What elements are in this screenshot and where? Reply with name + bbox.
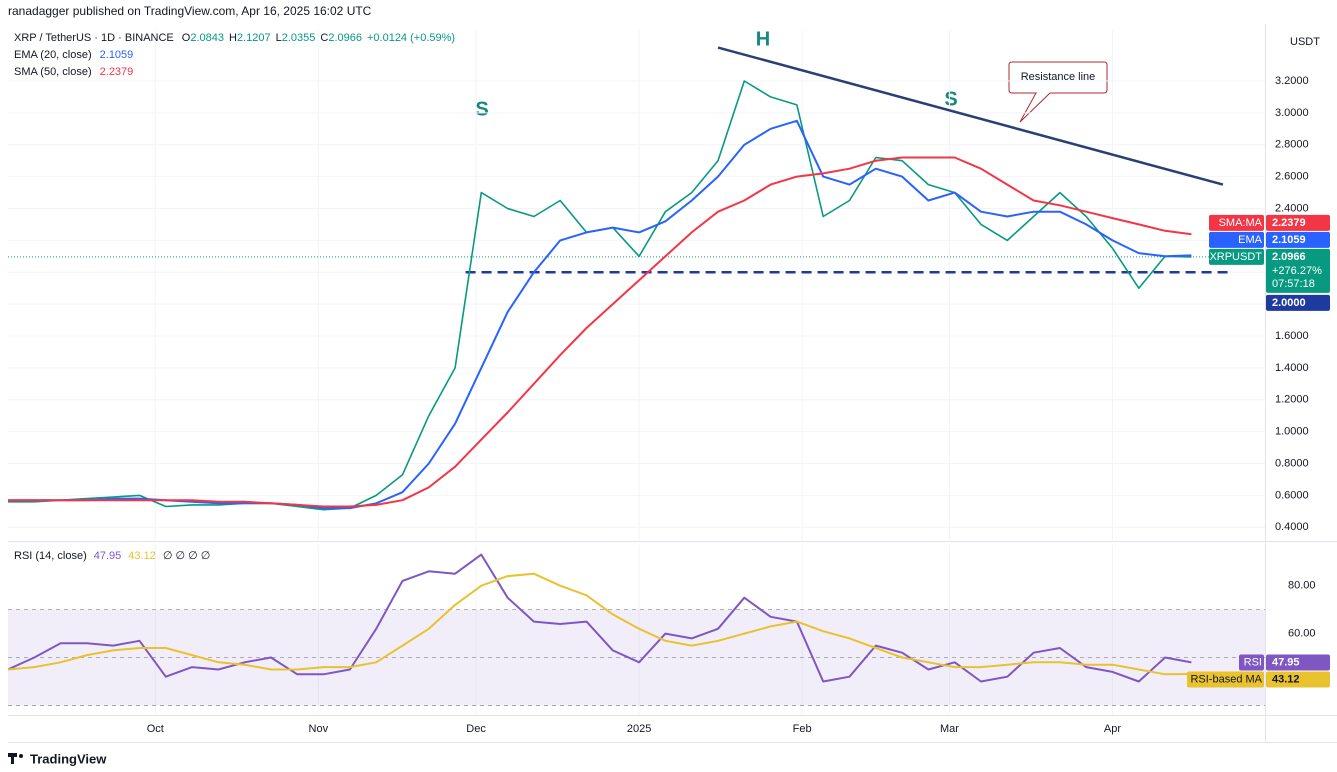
rsi-band: [8, 609, 1265, 706]
y-tick-label: 0.6000: [1275, 489, 1309, 501]
countdown: 07:57:18: [1272, 278, 1315, 290]
y-tick-label: 2.6000: [1275, 171, 1309, 183]
rsi-value-text: 47.95: [1272, 656, 1300, 668]
pattern-label: S: [944, 88, 957, 110]
ohlc-value: 2.0843: [190, 32, 224, 44]
legend-name: EMA (20, close): [14, 49, 92, 61]
ohlc-value: 2.0355: [282, 32, 316, 44]
rsi-value-box: [1266, 654, 1330, 671]
pattern-label: H: [756, 28, 770, 50]
y-tick-label: 80.00: [1288, 580, 1316, 592]
x-tick-label: Mar: [940, 723, 959, 735]
y-tick-label: 0.4000: [1275, 521, 1309, 533]
rsi-value-text: 43.12: [1272, 673, 1300, 685]
series-line: [8, 553, 1192, 683]
y-tick-label: 2.8000: [1275, 139, 1309, 151]
rsi-tag-text: RSI-based MA: [1190, 673, 1262, 685]
ohlc-label: H: [229, 32, 237, 44]
x-tick-label: Nov: [309, 723, 329, 735]
y-tick-label: 1.4000: [1275, 362, 1309, 374]
symbol-tag-text: XRPUSDT: [1209, 251, 1262, 263]
change-pct: +276.27%: [1272, 265, 1322, 277]
rsi-tag-text: RSI: [1244, 656, 1262, 668]
legend-line: RSI (14, close) 47.95 43.12 ∅ ∅ ∅ ∅: [14, 550, 210, 562]
sma-tag-box: [1209, 214, 1264, 231]
logo-mark: [19, 754, 23, 758]
legend-name: SMA (50, close): [14, 66, 92, 78]
ema-value-text: 2.1059: [1272, 234, 1306, 246]
y-tick-label: 3.0000: [1275, 107, 1309, 119]
rsi-value-box: [1266, 671, 1330, 688]
symbol-tag-box: [1209, 248, 1264, 265]
legend-line: SMA (50, close) 2.2379: [14, 66, 133, 78]
legend-value: 47.95: [94, 550, 122, 562]
price-change: +0.0124 (+0.59%): [367, 32, 455, 44]
legend-name: RSI (14, close): [14, 550, 87, 562]
series-line: [8, 572, 1192, 676]
y-tick-label: 2.4000: [1275, 202, 1309, 214]
ohlc-value: 2.0966: [328, 32, 362, 44]
ohlc-label: C: [320, 32, 328, 44]
y-tick-label: 3.2000: [1275, 75, 1309, 87]
sma-tag-text: SMA:MA: [1219, 217, 1263, 229]
series-line: [8, 156, 1192, 508]
x-tick-label: Oct: [147, 723, 164, 735]
y-tick-label: 1.0000: [1275, 426, 1309, 438]
symbol-value-box: [1266, 248, 1330, 293]
y-tick-label: 60.00: [1288, 627, 1316, 639]
logo-mark: [11, 757, 14, 764]
pattern-label: S: [475, 98, 488, 120]
legend-value: 2.1059: [100, 49, 134, 61]
ema-tag-box: [1209, 231, 1264, 248]
legend-line: EMA (20, close) 2.1059: [14, 49, 133, 61]
sma-value-text: 2.2379: [1272, 217, 1306, 229]
y-tick-label: 1.6000: [1275, 330, 1309, 342]
y-tick-label: 0.8000: [1275, 457, 1309, 469]
rsi-tag-box: [1239, 654, 1264, 671]
x-tick-label: 2025: [627, 723, 651, 735]
symbol-value-text: 2.0966: [1272, 251, 1306, 263]
rsi-tag-box: [1187, 671, 1264, 688]
level-value-box: [1266, 294, 1330, 311]
x-tick-label: Apr: [1104, 723, 1121, 735]
logo-mark: [8, 753, 17, 757]
y-tick-label: 1.2000: [1275, 394, 1309, 406]
x-tick-label: Dec: [466, 723, 486, 735]
callout-text: Resistance line: [1021, 71, 1096, 83]
ohlc-label: L: [276, 32, 282, 44]
legend-placeholder: ∅ ∅ ∅ ∅: [163, 550, 211, 562]
legend-title: XRP / TetherUS · 1D · BINANCE: [14, 32, 174, 44]
callout-box: [1008, 61, 1108, 123]
logo-text: TradingView: [30, 751, 107, 766]
attribution: ranadagger published on TradingView.com,…: [8, 4, 372, 18]
sma-value-box: [1266, 214, 1330, 231]
level-value-text: 2.0000: [1272, 297, 1306, 309]
logo: TradingView: [8, 751, 107, 766]
currency-label: USDT: [1290, 36, 1320, 48]
legend-line: XRP / TetherUS · 1D · BINANCE O2.0843 H2.1…: [14, 32, 455, 44]
legend-value: 2.2379: [100, 66, 134, 78]
series-line: [8, 119, 1192, 510]
ohlc-label: O: [182, 32, 191, 44]
ema-tag-text: EMA: [1238, 234, 1263, 246]
ema-value-box: [1266, 231, 1330, 248]
ohlc-value: 2.1207: [237, 32, 271, 44]
legend-value: 43.12: [128, 550, 156, 562]
trendline: [717, 46, 1224, 186]
x-tick-label: Feb: [793, 723, 812, 735]
